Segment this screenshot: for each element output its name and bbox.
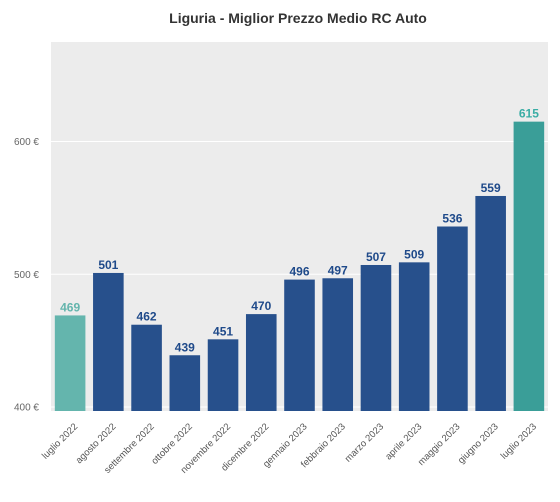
bar [131,324,162,411]
bar-value-label: 470 [251,299,271,313]
x-tick-label: luglio 2022 [40,421,80,461]
bar [360,264,392,411]
bar [284,279,315,411]
bar [437,226,468,411]
y-tick-label: 400 € [14,403,39,414]
bar-value-label: 469 [60,300,80,314]
bar [93,272,124,411]
bar [513,121,545,411]
bar-value-label: 559 [481,181,501,195]
bar-value-label: 536 [442,212,462,226]
bar [398,262,430,411]
bar-value-label: 497 [328,263,348,277]
bar [475,195,506,411]
y-tick-label: 500 € [14,270,39,281]
x-tick-label: giugno 2023 [456,421,501,466]
bar [54,315,86,411]
bar [207,339,239,411]
bar [322,278,354,411]
bar-value-label: 615 [519,107,539,121]
bar-value-label: 507 [366,250,386,264]
bar-value-label: 439 [175,340,195,354]
x-tick-label: marzo 2023 [343,421,386,464]
bar-value-label: 496 [289,265,309,279]
bar [169,355,201,411]
bar-value-label: 451 [213,324,233,338]
x-tick-label: luglio 2023 [499,421,539,461]
bar-value-label: 462 [137,310,157,324]
x-tick-label: aprile 2023 [383,421,424,462]
chart-title: Liguria - Miglior Prezzo Medio RC Auto [169,10,427,26]
y-tick-label: 600 € [14,137,39,148]
bar-value-label: 509 [404,247,424,261]
bar-value-label: 501 [98,258,118,272]
bar [245,314,277,411]
